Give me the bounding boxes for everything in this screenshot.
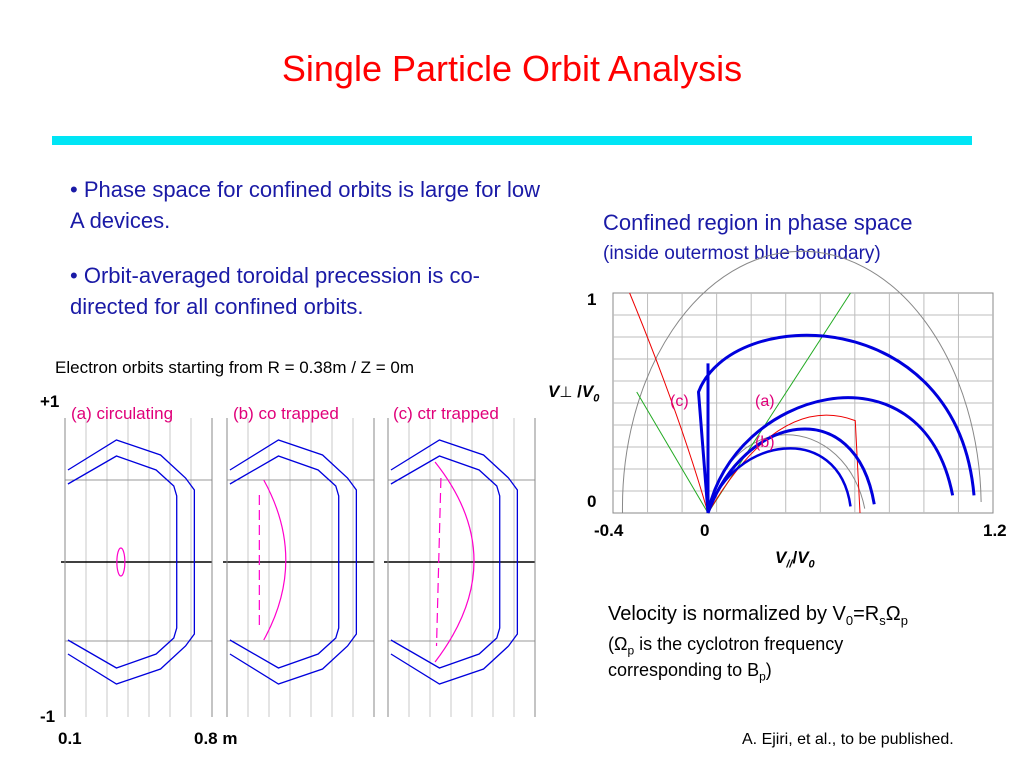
y-axis-slash: / — [572, 382, 582, 401]
omega-symbol: Ω — [614, 634, 628, 654]
normalization-note-line2: (Ωp is the cyclotron frequency — [608, 634, 843, 658]
x-axis-sub: // — [786, 558, 793, 571]
vessel-boundary-inner — [229, 455, 340, 669]
vessel-boundary-inner — [390, 455, 501, 669]
phase-space-plot — [612, 250, 994, 514]
y-axis-perp: ⊥ — [559, 384, 573, 401]
y-axis-sub0: 0 — [593, 392, 600, 405]
y-axis-v: V — [548, 382, 560, 401]
orbit-panel-2 — [223, 418, 375, 717]
phase-y-tick-bottom: 0 — [587, 492, 597, 511]
vessel-boundary-inner — [67, 455, 178, 669]
region-label-a: (a) — [755, 393, 775, 410]
phase-x-tick-left: -0.4 — [594, 521, 624, 540]
orbit-panel-1 — [61, 418, 213, 717]
red-boundary — [629, 292, 709, 514]
x-axis-v0: V — [797, 548, 809, 567]
phase-x-tick-zero: 0 — [700, 521, 710, 540]
region-label-c: (c) — [670, 393, 689, 410]
normalization-note-line3: corresponding to Bp) — [608, 660, 772, 684]
phase-space-subtitle: (inside outermost blue boundary) — [603, 243, 881, 264]
reference-arc-outer — [621, 250, 982, 514]
omega-symbol: Ω — [885, 603, 901, 625]
orbit-panel-3 — [384, 418, 536, 717]
vessel-boundary-outer — [229, 439, 358, 685]
orbit-x-tick-right: 0.8 m — [194, 729, 238, 748]
page-title: Single Particle Orbit Analysis — [281, 48, 743, 89]
panel-label-circulating: (a) circulating — [71, 404, 174, 423]
bullet-text: Orbit-averaged toroidal precession is co… — [70, 263, 481, 319]
orbit-y-tick-bottom: -1 — [40, 707, 56, 726]
orbit-ctr-trapped-return — [435, 477, 442, 647]
orbit-ctr-trapped — [434, 461, 475, 663]
orbit-circulating — [116, 547, 126, 577]
note-sub: 0 — [845, 613, 854, 628]
x-axis-slash: / — [792, 548, 798, 567]
note-text: =R — [853, 603, 880, 625]
orbit-figure-caption: Electron orbits starting from R = 0.38m … — [55, 358, 415, 377]
confined-boundary-outer — [696, 333, 976, 514]
vessel-boundary-outer — [67, 439, 196, 685]
y-axis-v0: V — [581, 382, 594, 401]
red-boundary — [707, 414, 861, 514]
orbit-y-tick-top: +1 — [40, 392, 60, 411]
title-divider — [52, 136, 972, 145]
phase-space-title: Confined region in phase space — [603, 210, 913, 235]
panel-label-ctr-trapped: (c) ctr trapped — [393, 404, 499, 423]
orbit-x-tick-left: 0.1 — [58, 729, 82, 748]
note-text: corresponding to B — [608, 660, 760, 680]
x-axis-sub0: 0 — [808, 558, 815, 571]
note-text: Velocity is normalized by V — [608, 603, 846, 625]
note-sub: p — [627, 643, 635, 658]
phase-x-axis-label: V///V0 — [775, 548, 815, 570]
x-axis-v: V — [775, 548, 787, 567]
note-sub: s — [879, 613, 886, 628]
bullet-item-1: • Phase space for confined orbits is lar… — [70, 174, 540, 236]
bullet-text: Phase space for confined orbits is large… — [70, 177, 540, 233]
note-text: is the cyclotron frequency — [634, 634, 844, 654]
phase-y-tick-top: 1 — [587, 290, 597, 309]
confined-boundary-core — [706, 447, 852, 514]
note-text: ( — [608, 634, 614, 654]
normalization-note: Velocity is normalized by V0=RsΩp — [608, 603, 908, 628]
bullet-item-2: • Orbit-averaged toroidal precession is … — [70, 260, 540, 322]
citation: A. Ejiri, et al., to be published. — [742, 731, 954, 748]
bullet-marker: • — [70, 263, 78, 288]
panel-label-co-trapped: (b) co trapped — [233, 404, 339, 423]
bullet-marker: • — [70, 177, 78, 202]
loss-cone-line — [636, 391, 709, 514]
orbit-panels — [61, 418, 536, 717]
confined-boundary-middle — [706, 396, 955, 514]
vessel-boundary-outer — [390, 439, 519, 685]
region-label-b: (b) — [755, 434, 775, 451]
note-sub: p — [759, 669, 766, 684]
phase-y-axis-label: V⊥ /V0 — [548, 382, 599, 404]
phase-x-tick-right: 1.2 — [983, 521, 1007, 540]
orbit-co-trapped — [263, 479, 287, 641]
note-sub: p — [900, 613, 908, 628]
note-text: ) — [765, 660, 772, 680]
